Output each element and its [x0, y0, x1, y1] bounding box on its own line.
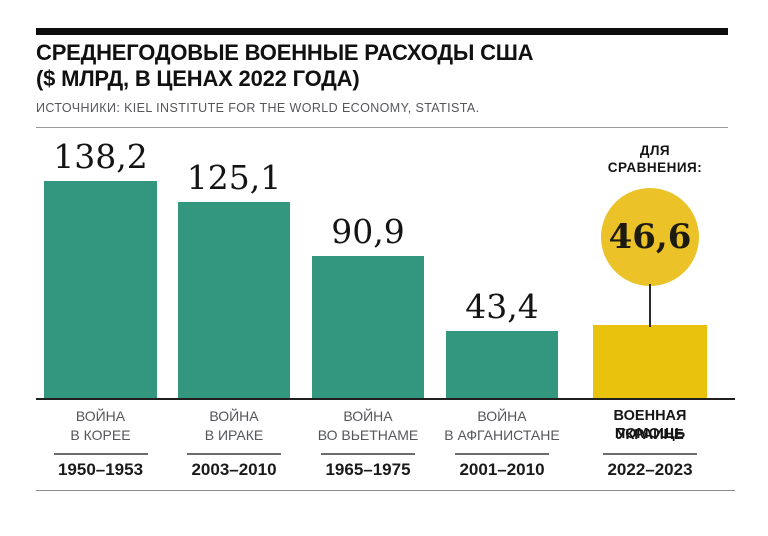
comparison-stem	[649, 284, 651, 327]
comparison-caption-line2: СРАВНЕНИЯ:	[607, 160, 703, 175]
bar-label-line2-1: В КОРЕЕ	[70, 427, 131, 443]
bar-4	[446, 331, 558, 399]
bar-label-line1-4: ВОЙНА	[477, 408, 527, 424]
bar-label-line1-5: ВОЕННАЯ ПОМОЩЬ	[613, 408, 687, 442]
bar-label-line1-3: ВОЙНА	[343, 408, 393, 424]
bar-label-line2-2: В ИРАКЕ	[204, 427, 264, 443]
bar-value-2: 125,1	[186, 158, 282, 197]
bar-label-line2-3: ВО ВЬЕТНАМЕ	[317, 427, 419, 443]
bar-value-4: 43,4	[465, 287, 539, 326]
bar-label-line1-2: ВОЙНА	[209, 408, 259, 424]
bar-1	[44, 181, 157, 399]
bar-label-divider-2	[187, 453, 281, 455]
chart-title-line2: ($ МЛРД, В ЦЕНАХ 2022 ГОДА)	[36, 66, 360, 91]
bar-years-1: 1950–1953	[57, 460, 144, 479]
comparison-caption-line1: ДЛЯ	[639, 143, 671, 158]
bar-label-line2-4: В АФГАНИСТАНЕ	[444, 427, 560, 443]
chart-baseline	[36, 398, 735, 400]
bar-label-line1-1: ВОЙНА	[75, 408, 126, 424]
bar-label-divider-5	[603, 453, 697, 455]
bar-label-divider-1	[54, 453, 148, 455]
bar-value-3: 90,9	[331, 212, 405, 251]
bar-5	[593, 325, 707, 399]
source-line: ИСТОЧНИКИ: KIEL INSTITUTE FOR THE WORLD …	[36, 101, 480, 115]
comparison-circle: 46,6	[601, 188, 699, 286]
comparison-value: 46,6	[608, 217, 692, 257]
bar-years-5: 2022–2023	[607, 460, 693, 479]
bar-years-2: 2003–2010	[191, 460, 277, 479]
top-rule	[36, 28, 728, 35]
bar-2	[178, 202, 290, 399]
header-divider	[36, 127, 728, 128]
comparison-caption: ДЛЯ СРАВНЕНИЯ:	[580, 142, 730, 176]
bottom-rule	[36, 490, 735, 491]
bar-3	[312, 256, 424, 399]
bar-label-divider-4	[455, 453, 549, 455]
bar-value-1: 138,2	[53, 137, 148, 176]
bar-label-divider-3	[321, 453, 415, 455]
chart-title: СРЕДНЕГОДОВЫЕ ВОЕННЫЕ РАСХОДЫ США ($ МЛР…	[36, 40, 736, 92]
bar-years-4: 2001–2010	[459, 460, 545, 479]
chart-title-line1: СРЕДНЕГОДОВЫЕ ВОЕННЫЕ РАСХОДЫ США	[36, 40, 534, 65]
bar-years-3: 1965–1975	[325, 460, 411, 479]
bar-label-line2-5: УКРАИНЕ	[616, 427, 684, 443]
